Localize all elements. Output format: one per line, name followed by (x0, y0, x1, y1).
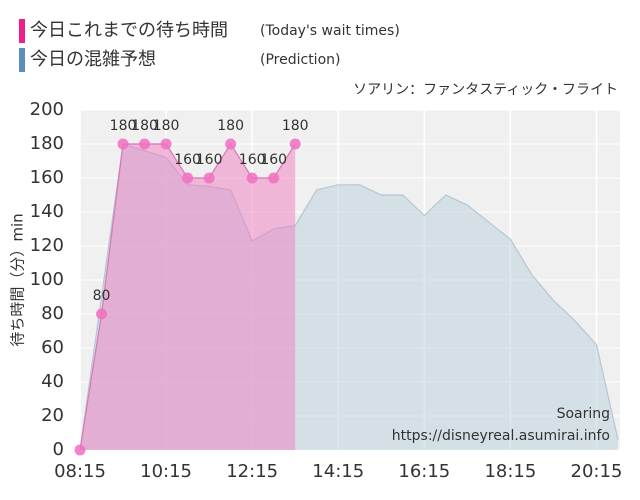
point (182, 172, 194, 184)
y-tick-label: 0 (53, 439, 64, 460)
watermark: Soaring (557, 406, 610, 422)
legend-swatch (19, 19, 25, 43)
area (80, 144, 296, 450)
y-tick-label: 120 (30, 235, 64, 256)
point (225, 138, 237, 150)
data-label: 180 (217, 118, 244, 134)
x-tick-label: 08:15 (54, 461, 106, 482)
point (139, 138, 151, 150)
point (203, 172, 215, 184)
y-tick-label: 140 (30, 201, 64, 222)
x-tick-label: 14:15 (312, 461, 364, 482)
x-tick-label: 16:15 (398, 461, 450, 482)
x-tick-label: 20:15 (571, 461, 623, 482)
y-tick-label: 20 (41, 405, 64, 426)
point (96, 308, 108, 320)
y-tick-label: 200 (30, 99, 64, 120)
legend-note: (Today's wait times) (260, 23, 400, 39)
x-tick-label: 12:15 (226, 461, 278, 482)
data-label: 180 (282, 118, 309, 134)
point (160, 138, 172, 150)
y-tick-label: 100 (30, 269, 64, 290)
y-tick-label: 180 (30, 133, 64, 154)
chart-subtitle: ソアリン：ファンタスティック・フライト (353, 82, 618, 98)
legend-swatch (19, 48, 25, 72)
legend-label: 今日これまでの待ち時間 (30, 20, 228, 41)
data-label: 160 (174, 152, 201, 168)
data-label: 80 (93, 288, 111, 304)
point (246, 172, 258, 184)
y-tick-label: 60 (41, 337, 64, 358)
point (289, 138, 301, 150)
point (74, 444, 86, 456)
watermark: https://disneyreal.asumirai.info (392, 428, 610, 444)
data-label: 180 (153, 118, 180, 134)
y-axis-label: 待ち時間（分）min (9, 213, 27, 346)
data-label: 180 (131, 118, 158, 134)
plot (74, 109, 620, 456)
x-tick-label: 10:15 (140, 461, 192, 482)
data-label: 160 (196, 152, 223, 168)
y-tick-label: 160 (30, 167, 64, 188)
legend-label: 今日の混雑予想 (30, 49, 156, 70)
legend-note: (Prediction) (260, 52, 340, 68)
point (268, 172, 280, 184)
y-tick-label: 40 (41, 371, 64, 392)
data-label: 160 (260, 152, 287, 168)
point (117, 138, 129, 150)
data-label: 160 (239, 152, 266, 168)
y-tick-label: 80 (41, 303, 64, 324)
x-tick-label: 18:15 (484, 461, 536, 482)
data-label: 180 (110, 118, 137, 134)
